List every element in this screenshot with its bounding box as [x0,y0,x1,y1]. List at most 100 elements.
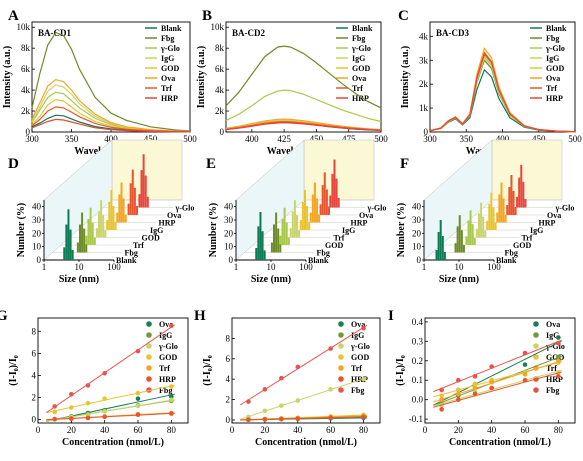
histogram-bar [506,205,509,215]
histogram-bar [281,218,284,245]
data-point [522,350,528,356]
histogram-bar [93,237,96,245]
legend-swatch [338,343,344,349]
x-tick-label: 60 [326,425,336,435]
data-point [246,399,251,404]
fit-line-2 [46,399,175,422]
y-tick-label: 10k [17,22,31,32]
legend-entry: γ-Glo [158,342,178,351]
data-point [135,390,141,396]
histogram-bar [520,164,523,208]
histogram-bar [478,213,481,238]
legend-entry: γ-Glo [350,342,370,351]
histogram-bar [482,216,485,238]
legend-entry: GOD [351,353,369,362]
x-tick-label: 450 [310,134,324,144]
y-axis-label: Number (%) [396,203,407,258]
y-tick-label: 2k [215,106,225,116]
y-tick-label: 6k [215,64,225,74]
data-point [472,381,478,387]
histogram-bar [270,242,273,253]
histogram-bar [69,229,72,260]
x-tick-label: 400 [245,134,259,144]
plot-frame [37,317,189,424]
data-point [556,374,561,379]
histogram-bar [306,206,309,230]
category-label: IgG [150,226,163,235]
histogram-bar [329,195,332,208]
histogram-bar [287,237,290,245]
histogram-bar [142,154,145,208]
legend-entry: Ova [546,74,560,83]
category-label: Fbg [317,249,330,258]
x-tick-label: 500 [568,134,582,144]
histogram-bar [279,235,282,245]
histogram-bar [335,178,338,208]
histogram-bar [469,210,472,245]
histogram-bar [124,214,127,223]
x-axis-label: Size (nm) [439,274,479,285]
histogram-bar [122,198,125,223]
data-point [295,416,301,421]
histogram-bar [492,207,495,230]
x-tick-label: 80 [554,425,564,435]
legend-entry: Ova [546,320,560,329]
histogram-bar [85,235,88,245]
data-point [361,414,366,420]
category-label: γ-Glo [367,204,387,213]
data-point [85,415,91,421]
histogram-bar [522,181,525,208]
legend-entry: GOD [546,353,564,362]
x-tick-label: 300 [25,134,39,144]
data-point [52,409,57,415]
panel-letter: F [400,156,409,172]
legend-entry: HRP [161,94,178,103]
y-axis-label: Intensity (a.u.) [400,46,411,109]
histogram-bar [462,245,465,253]
y-tick-label: 0 [417,255,422,265]
data-point [85,383,91,388]
histogram-bar [308,222,311,230]
x-tick-label: 60 [521,425,531,435]
y-tick-label: 0 [32,415,37,425]
y-tick-label: 0 [220,127,225,137]
y-axis-label: Number (%) [208,203,219,258]
category-label: GOD [142,234,160,243]
histogram-bar [261,231,264,260]
histogram-bar [512,191,515,215]
y-tick-label: 6k [21,64,31,74]
category-label: HRP [351,219,368,228]
data-point [69,391,74,397]
x-tick-label: 60 [134,425,144,435]
histogram-bar [138,194,141,208]
legend-entry: Fbg [159,386,172,395]
histogram-bar [460,230,463,253]
y-tick-label: 4 [226,374,231,384]
histogram-bar [85,244,88,253]
data-point [52,416,57,422]
histogram-bar [490,192,493,230]
legend-entry: GOD [352,64,370,73]
category-label: Fbg [125,249,138,258]
histogram-bar [313,182,316,223]
panel-letter: C [398,8,409,24]
legend-entry: Blank [161,24,182,33]
histogram-bar [309,212,312,223]
histogram-bar [498,194,501,223]
x-axis-label: Concentration (nmol/L) [62,437,164,448]
y-tick-label: 3k [419,55,429,65]
x-tick-label: 450 [532,134,546,144]
y-tick-label: 8 [32,326,37,336]
histogram-bar [63,247,66,260]
histogram-bar [318,214,321,223]
category-label: IgG [342,226,355,235]
histogram-bar [120,182,123,223]
histogram-bar [325,189,328,215]
histogram-bar [295,215,298,238]
y-tick-label: 10 [412,242,422,252]
histogram-bar [283,207,286,245]
histogram-bar [496,212,499,223]
category-label: Trf [133,241,144,250]
